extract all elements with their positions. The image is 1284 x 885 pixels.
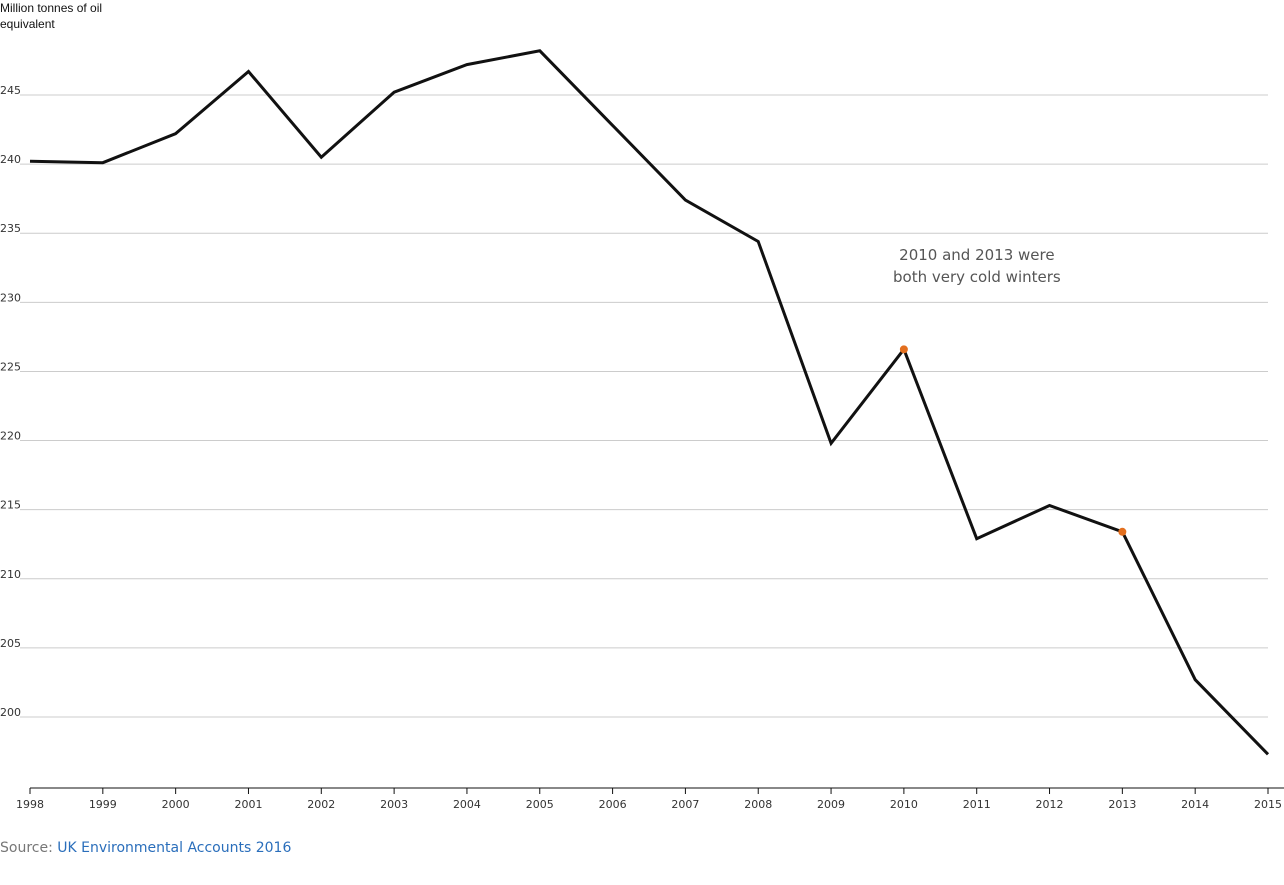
y-tick-label: 240 — [0, 153, 21, 166]
x-tick-label: 1998 — [16, 798, 44, 811]
x-tick-label: 2003 — [380, 798, 408, 811]
line-chart: 200 205 210 215 220 225 230 235 240 245 1998 1999 2… — [0, 49, 1284, 811]
y-tick-label: 210 — [0, 568, 21, 581]
y-tick-label: 230 — [0, 291, 21, 304]
x-tick-label: 2000 — [162, 798, 190, 811]
source-link[interactable]: UK Environmental Accounts 2016 — [57, 840, 292, 856]
highlight-point-2013 — [1118, 527, 1127, 536]
y-tick-label: 220 — [0, 430, 21, 443]
x-tick-label: 2012 — [1036, 798, 1064, 811]
x-tick-label: 1999 — [89, 798, 117, 811]
x-tick-label: 2011 — [963, 798, 991, 811]
x-tick-label: 2015 — [1254, 798, 1282, 811]
series-line — [29, 49, 1270, 756]
highlight-points — [899, 345, 1127, 536]
annotation-line-2: both very cold winters — [893, 268, 1061, 286]
y-tick-label: 225 — [0, 360, 21, 373]
x-tick-label: 2005 — [526, 798, 554, 811]
annotation: 2010 and 2013 were both very cold winter… — [893, 246, 1061, 286]
x-tick-label: 2008 — [744, 798, 772, 811]
series-line-layer — [29, 49, 1270, 756]
x-tick-label: 2002 — [307, 798, 335, 811]
x-tick-label: 2013 — [1108, 798, 1136, 811]
x-tick-label: 2014 — [1181, 798, 1209, 811]
y-tick-label: 235 — [0, 222, 21, 235]
x-tick-label: 2001 — [234, 798, 262, 811]
y-axis-ticks: 200 205 210 215 220 225 230 235 240 245 — [0, 84, 21, 719]
y-tick-label: 200 — [0, 706, 21, 719]
y-tick-label: 205 — [0, 637, 21, 650]
highlight-point-2010 — [899, 345, 908, 354]
gridlines — [20, 94, 1268, 718]
x-tick-label: 2004 — [453, 798, 481, 811]
x-tick-label: 2006 — [599, 798, 627, 811]
x-tick-label: 2007 — [671, 798, 699, 811]
y-tick-label: 245 — [0, 84, 21, 97]
y-tick-label: 215 — [0, 499, 21, 512]
x-axis: 1998 1999 2000 2001 2002 2003 2004 2005 2006 2007… — [16, 787, 1284, 811]
y-axis-label: Million tonnes of oil equivalent — [0, 1, 103, 31]
x-tick-label: 2009 — [817, 798, 845, 811]
source-note: Source: UK Environmental Accounts 2016 — [0, 840, 291, 856]
annotation-line-1: 2010 and 2013 were — [899, 246, 1054, 264]
x-tick-label: 2010 — [890, 798, 918, 811]
source-prefix: Source: — [0, 840, 53, 856]
